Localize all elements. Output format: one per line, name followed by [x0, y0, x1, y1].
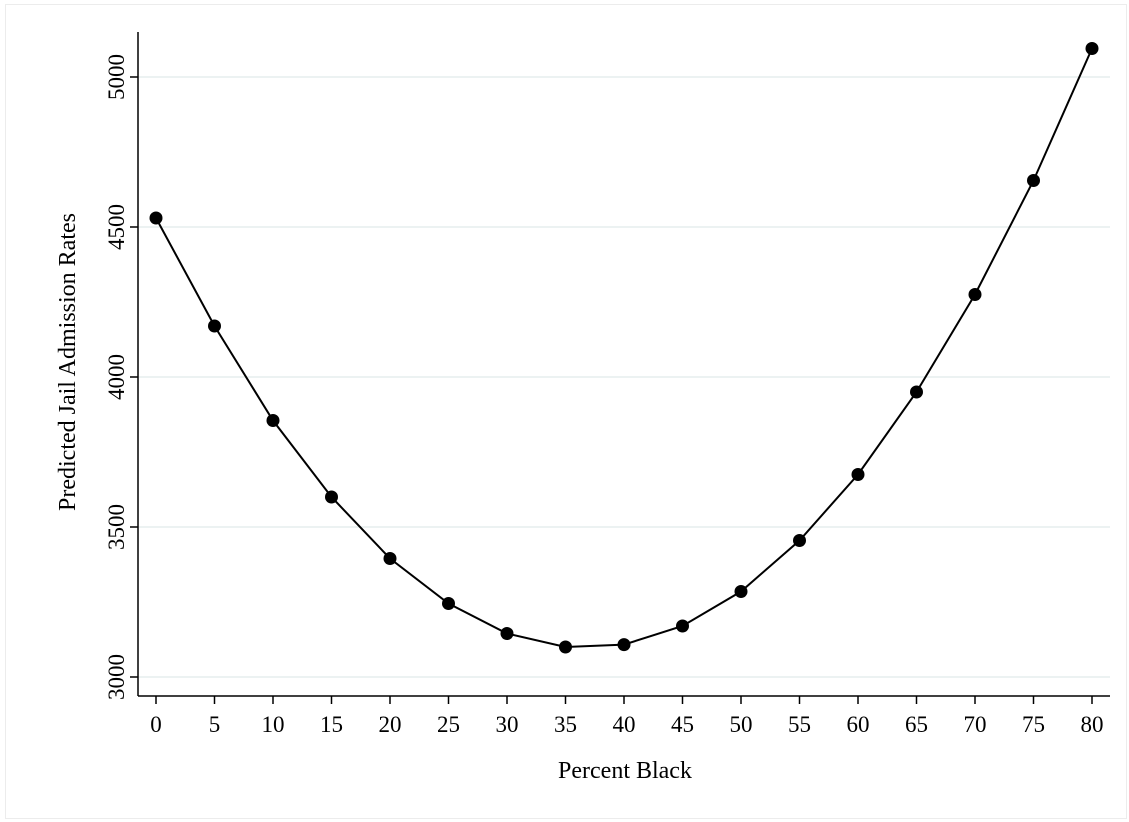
- y-axis-title: Predicted Jail Admission Rates: [55, 213, 81, 511]
- x-tick-label: 15: [320, 712, 343, 737]
- x-tick-label: 70: [964, 712, 987, 737]
- x-tick-label: 0: [150, 712, 162, 737]
- data-point: [851, 468, 865, 481]
- y-tick-label: 5000: [104, 54, 129, 100]
- x-tick-label: 45: [671, 712, 694, 737]
- series-line: [155, 48, 1093, 649]
- data-point: [500, 627, 514, 640]
- data-point: [968, 288, 982, 301]
- data-point: [208, 319, 221, 333]
- y-tick-label: 3000: [104, 654, 129, 700]
- data-point: [793, 534, 806, 547]
- data-point: [676, 619, 689, 633]
- chart-frame: [5, 4, 1127, 819]
- data-point: [266, 414, 280, 427]
- x-tick-label: 75: [1022, 712, 1045, 737]
- data-point: [734, 585, 748, 598]
- x-tick-label: 80: [1081, 712, 1104, 737]
- x-tick-label: 30: [496, 712, 519, 737]
- data-point: [149, 211, 163, 225]
- data-point: [383, 552, 397, 565]
- data-point: [1085, 42, 1099, 55]
- y-tick-label: 4000: [104, 354, 129, 400]
- data-point: [325, 490, 338, 504]
- data-point: [442, 597, 455, 610]
- y-tick-label: 3500: [104, 504, 129, 550]
- x-tick-label: 20: [379, 712, 402, 737]
- data-point: [559, 640, 572, 654]
- x-tick-label: 60: [847, 712, 870, 737]
- y-axis-ticks: 3000 3500 4000 4500 5000: [104, 54, 138, 700]
- data-point: [617, 638, 631, 652]
- x-axis-title: Percent Black: [558, 758, 692, 784]
- x-tick-label: 40: [613, 712, 636, 737]
- series-layer: [149, 42, 1099, 654]
- data-point: [910, 385, 923, 399]
- gridlines: [138, 76, 1110, 678]
- y-tick-label: 4500: [104, 204, 129, 250]
- x-tick-label: 25: [437, 712, 460, 737]
- x-tick-label: 50: [730, 712, 753, 737]
- x-tick-label: 55: [788, 712, 811, 737]
- x-axis-ticks: 0 5 10 15 20 25 30 35 40 45 50 55 60 65 70 75 80: [150, 696, 1104, 737]
- x-tick-label: 35: [554, 712, 577, 737]
- x-tick-label: 65: [905, 712, 928, 737]
- x-tick-label: 10: [262, 712, 285, 737]
- data-point: [1027, 174, 1040, 187]
- x-tick-label: 5: [209, 712, 221, 737]
